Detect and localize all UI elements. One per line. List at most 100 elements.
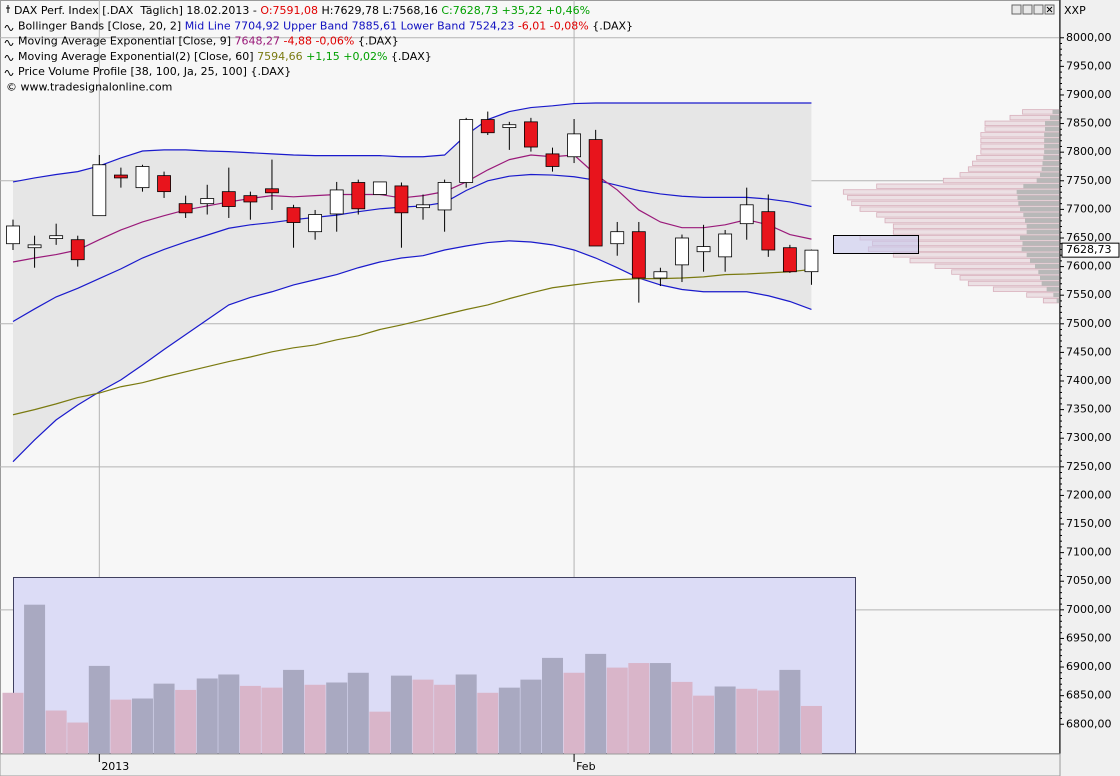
legend-line: © www.tradesignalonline.com bbox=[6, 81, 172, 94]
legend-line: Bollinger Bands [Close, 20, 2] Mid Line … bbox=[18, 19, 633, 32]
volume-bar bbox=[455, 674, 477, 754]
x-tick-label: Feb bbox=[576, 760, 595, 773]
candle-body bbox=[761, 211, 776, 251]
profile-core bbox=[1020, 235, 1060, 240]
volume-bar bbox=[369, 711, 391, 754]
legend-text: O:7591,08 bbox=[260, 4, 318, 17]
profile-core bbox=[1040, 172, 1060, 178]
legend-text: © www.tradesignalonline.com bbox=[6, 81, 172, 94]
legend-text: Moving Average Exponential [Close, 9] bbox=[18, 35, 235, 48]
y-tick-label: 7050,00 bbox=[1066, 574, 1112, 587]
icon-ema9 bbox=[4, 40, 14, 46]
y-tick-label: 8000,00 bbox=[1066, 31, 1112, 44]
window-controls[interactable] bbox=[1011, 4, 1055, 15]
profile-core bbox=[1030, 258, 1060, 263]
legend-text: DAX Perf. Index [.DAX Täglich] 18.02.201… bbox=[14, 4, 260, 17]
profile-core bbox=[1042, 161, 1060, 166]
y-tick-label: 7250,00 bbox=[1066, 460, 1112, 473]
y-tick-label: 7200,00 bbox=[1066, 488, 1112, 501]
candle-body bbox=[157, 175, 171, 193]
candle-body bbox=[200, 198, 215, 205]
volume-bar bbox=[153, 683, 175, 754]
y-tick-label: 7100,00 bbox=[1066, 546, 1112, 559]
candles bbox=[6, 111, 819, 303]
candle-body bbox=[243, 195, 258, 203]
y-tick-label: 6800,00 bbox=[1066, 717, 1112, 730]
x-tick-label: 2013 bbox=[101, 760, 129, 773]
y-tick-label: 7750,00 bbox=[1066, 174, 1112, 187]
value-area-box bbox=[833, 235, 919, 254]
candle-body bbox=[178, 203, 193, 214]
volume-bar bbox=[196, 678, 218, 754]
profile-core bbox=[1041, 166, 1060, 172]
profile-core bbox=[1036, 178, 1060, 183]
candle-body bbox=[114, 174, 128, 179]
volume-bar bbox=[736, 688, 758, 754]
icon-pvp bbox=[4, 70, 14, 76]
last-price-label: 7628,73 bbox=[1066, 243, 1112, 256]
legend-text: -4,88 -0,06% bbox=[283, 35, 357, 48]
candle-body bbox=[739, 204, 754, 225]
volume-bar bbox=[542, 657, 563, 754]
candle-body bbox=[372, 181, 387, 195]
volume-bar bbox=[800, 705, 822, 754]
y-tick-label: 7700,00 bbox=[1066, 202, 1112, 215]
y-tick-label: 7350,00 bbox=[1066, 403, 1112, 416]
control-right[interactable] bbox=[1022, 4, 1033, 15]
candle-body bbox=[675, 237, 689, 266]
volume-bar bbox=[606, 667, 628, 754]
volume-bar bbox=[67, 722, 89, 754]
candle-body bbox=[6, 225, 20, 245]
legend-text: -6,01 -0,08% bbox=[518, 19, 592, 32]
indicator-lines bbox=[12, 102, 812, 463]
x-axis-strip bbox=[0, 753, 1061, 776]
candle-body bbox=[459, 119, 474, 183]
volume-bar bbox=[779, 669, 801, 754]
profile-core bbox=[1044, 132, 1060, 138]
bollinger bbox=[13, 102, 812, 462]
candle-body bbox=[524, 121, 538, 148]
y-tick-label: 7950,00 bbox=[1066, 59, 1112, 72]
control-restore[interactable] bbox=[1033, 4, 1044, 15]
profile-core bbox=[1035, 264, 1060, 269]
profile-core bbox=[1040, 275, 1060, 281]
profile-core bbox=[1026, 252, 1060, 258]
volume-bar bbox=[434, 684, 456, 754]
volume-bar bbox=[131, 698, 153, 754]
control-left[interactable] bbox=[1011, 4, 1022, 15]
profile-core bbox=[1026, 224, 1060, 229]
legend-text: 7648,27 bbox=[235, 35, 284, 48]
candle-body bbox=[718, 233, 733, 258]
line-lower bbox=[12, 240, 812, 463]
volume-bar bbox=[757, 690, 779, 754]
profile-core bbox=[1044, 149, 1060, 155]
volume-bar bbox=[693, 695, 715, 754]
legend-line: Moving Average Exponential(2) [Close, 60… bbox=[18, 50, 432, 63]
y-tick-label: 7800,00 bbox=[1066, 145, 1112, 158]
profile-core bbox=[1025, 218, 1060, 223]
profile-core bbox=[1043, 155, 1060, 160]
profile-core bbox=[1045, 126, 1060, 132]
volume-bar bbox=[520, 679, 542, 754]
y-tick-label: 6900,00 bbox=[1066, 660, 1112, 673]
profile-core bbox=[1041, 281, 1060, 286]
volume-bar bbox=[283, 669, 305, 754]
y-tick-label: 7400,00 bbox=[1066, 374, 1112, 387]
candle-body bbox=[782, 247, 797, 273]
y-tick-label: 7650,00 bbox=[1066, 231, 1112, 244]
volume-bar bbox=[412, 679, 434, 754]
candle-body bbox=[480, 119, 495, 134]
legend-text: Mid Line 7704,92 Upper Band 7885,61 Lowe… bbox=[185, 19, 518, 32]
legend-text: H:7629,78 L:7568,16 bbox=[318, 4, 441, 17]
legend-text: Price Volume Profile [38, 100, Ja, 25, 1… bbox=[18, 65, 291, 78]
candle-body bbox=[70, 239, 85, 261]
profile-core bbox=[1056, 298, 1060, 303]
candle-body bbox=[437, 182, 452, 211]
volume-bar bbox=[304, 684, 326, 754]
volume-bar bbox=[628, 663, 650, 754]
volume-bar bbox=[261, 687, 283, 754]
profile-core bbox=[1022, 241, 1060, 246]
volume bbox=[2, 604, 822, 754]
profile-core bbox=[1044, 138, 1060, 143]
profile-core bbox=[1046, 286, 1060, 292]
